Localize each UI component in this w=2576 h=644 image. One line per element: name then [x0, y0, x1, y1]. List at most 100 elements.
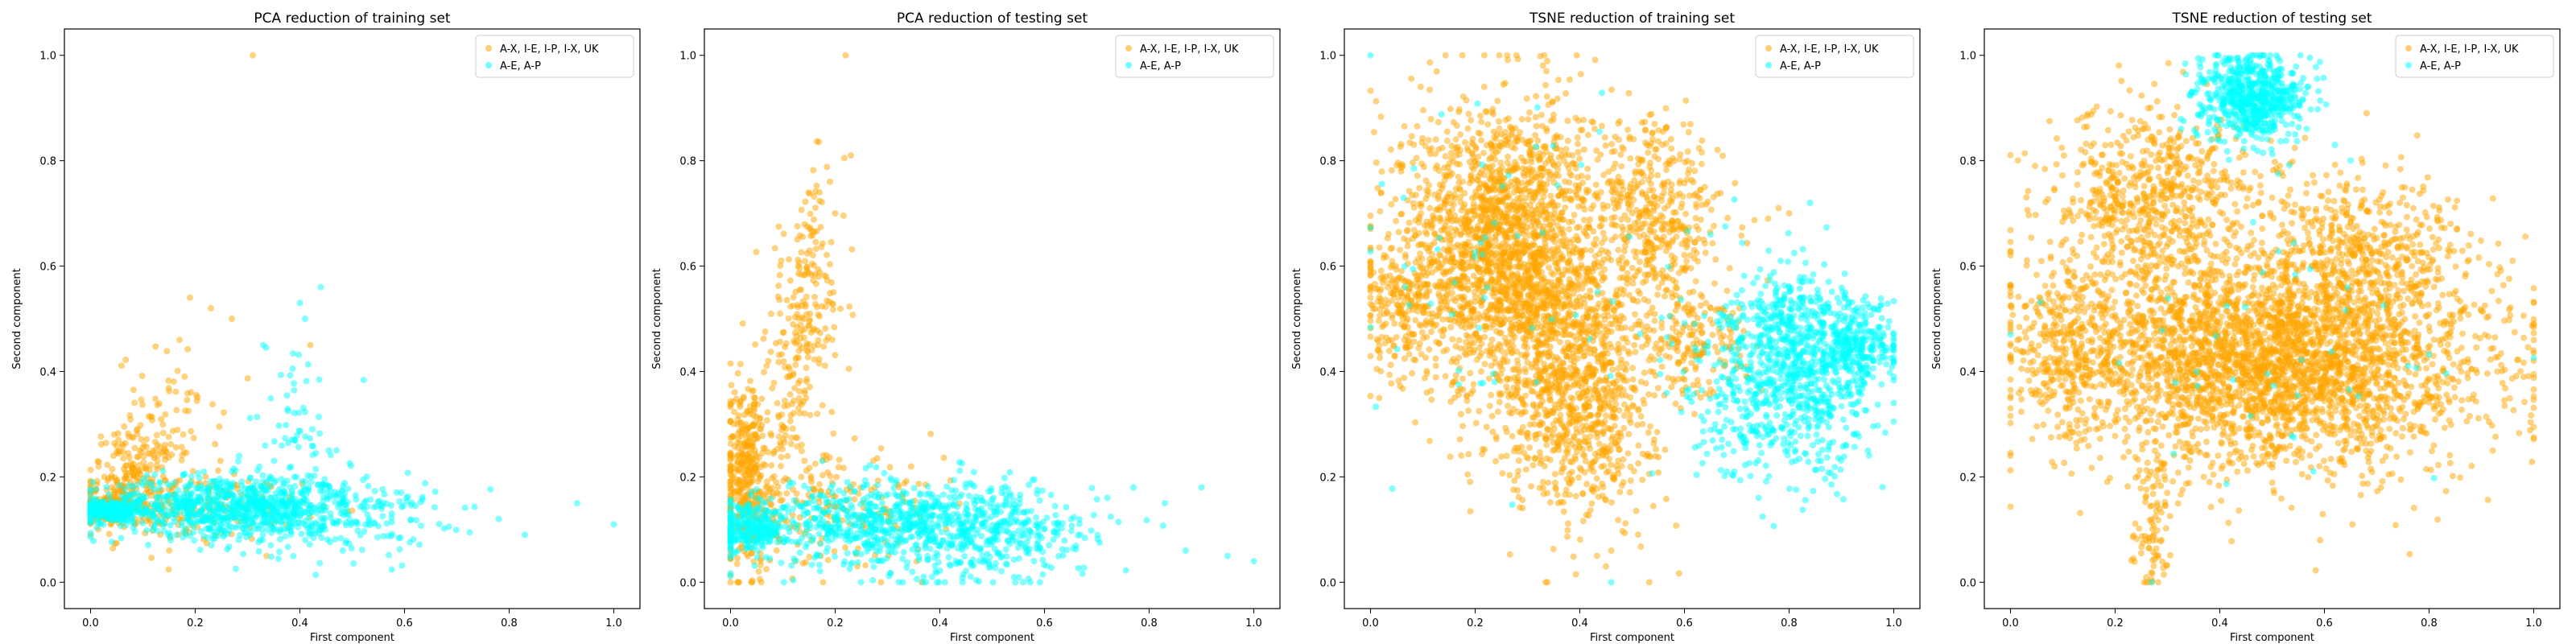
scatter-point: [1482, 108, 1489, 115]
scatter-point: [730, 420, 737, 427]
scatter-point: [848, 505, 856, 512]
scatter-point: [388, 532, 395, 539]
scatter-point: [829, 301, 836, 308]
x-tick-label: 0.0: [82, 617, 99, 630]
scatter-point: [951, 502, 957, 509]
scatter-point: [890, 485, 898, 492]
x-axis-label: First component: [310, 632, 394, 644]
scatter-point: [1625, 431, 1633, 438]
scatter-point: [796, 549, 803, 556]
scatter-point: [826, 454, 833, 461]
scatter-point: [452, 526, 460, 534]
scatter-point: [763, 417, 770, 424]
scatter-point: [1428, 396, 1435, 403]
scatter-point: [870, 564, 877, 571]
scatter-point: [141, 464, 148, 472]
scatter-point: [739, 320, 746, 327]
scatter-point: [798, 286, 805, 293]
scatter-point: [89, 510, 97, 517]
scatter-point: [1432, 362, 1439, 369]
scatter-point: [230, 465, 237, 473]
scatter-point: [929, 491, 935, 498]
scatter-point: [574, 500, 580, 507]
scatter-point: [302, 478, 309, 485]
scatter-point: [235, 458, 242, 465]
scatter-point: [747, 378, 753, 385]
scatter-point: [830, 289, 837, 296]
scatter-point: [1465, 407, 1472, 415]
y-tick-label: 0.2: [679, 472, 696, 484]
scatter-point: [733, 560, 741, 568]
scatter-point: [840, 489, 848, 497]
scatter-point: [267, 542, 275, 549]
scatter-point: [778, 453, 785, 460]
scatter-point: [816, 188, 823, 196]
scatter-point: [118, 535, 125, 542]
scatter-point: [180, 471, 188, 478]
scatter-point: [818, 199, 825, 206]
scatter-point: [734, 547, 741, 555]
scatter-point: [757, 425, 763, 432]
scatter-point: [727, 497, 734, 505]
scatter-point: [899, 579, 906, 586]
scatter-point: [1367, 87, 1374, 94]
scatter-point: [1034, 523, 1041, 530]
scatter-point: [257, 536, 264, 543]
scatter-point: [159, 421, 167, 428]
scatter-point: [856, 522, 863, 530]
chart-title: PCA reduction of testing set: [897, 10, 1088, 27]
scatter-point: [179, 519, 186, 526]
scatter-point: [924, 552, 931, 559]
scatter-point: [126, 482, 133, 489]
scatter-point: [1426, 86, 1433, 93]
scatter-point: [215, 493, 222, 500]
scatter-point: [851, 435, 858, 442]
scatter-point: [776, 271, 783, 279]
scatter-point: [753, 519, 760, 526]
scatter-point: [393, 489, 400, 496]
scatter-point: [764, 530, 771, 537]
legend-label: A-E, A-P: [1140, 60, 1181, 72]
scatter-point: [1030, 558, 1038, 564]
scatter-point: [788, 538, 795, 545]
scatter-point: [1575, 149, 1582, 155]
y-tick-label: 0.6: [679, 262, 696, 274]
scatter-point: [748, 510, 755, 517]
scatter-point: [1029, 477, 1036, 484]
scatter-point: [806, 190, 813, 197]
scatter-point: [777, 310, 783, 317]
scatter-point: [751, 450, 758, 457]
scatter-points: [727, 52, 1257, 586]
scatter-point: [113, 442, 120, 449]
scatter-point: [1016, 495, 1023, 502]
scatter-point: [225, 527, 233, 535]
scatter-point: [204, 495, 212, 502]
scatter-point: [998, 568, 1005, 575]
scatter-point: [1011, 502, 1018, 509]
scatter-point: [827, 178, 833, 185]
y-tick-label: 1.0: [679, 51, 696, 63]
scatter-point: [109, 517, 116, 524]
scatter-point: [404, 469, 411, 477]
scatter-point: [985, 488, 993, 495]
scatter-point: [961, 553, 968, 559]
scatter-point: [758, 513, 765, 520]
scatter-point: [976, 546, 983, 553]
scatter-point: [807, 521, 814, 528]
scatter-point: [1543, 68, 1550, 75]
scatter-point: [364, 503, 371, 510]
scatter-point: [212, 440, 219, 448]
scatter-point: [1533, 122, 1540, 130]
scatter-point: [924, 513, 931, 520]
scatter-point: [1027, 579, 1034, 586]
scatter-point: [907, 506, 914, 514]
scatter-point: [869, 541, 876, 548]
scatter-point: [869, 576, 877, 584]
scatter-point: [181, 373, 188, 380]
scatter-point: [445, 523, 452, 530]
scatter-point: [907, 518, 914, 526]
scatter-point: [283, 510, 291, 516]
scatter-point: [840, 155, 848, 162]
scatter-point: [282, 533, 289, 540]
x-tick-label: 1.0: [1245, 617, 1262, 630]
